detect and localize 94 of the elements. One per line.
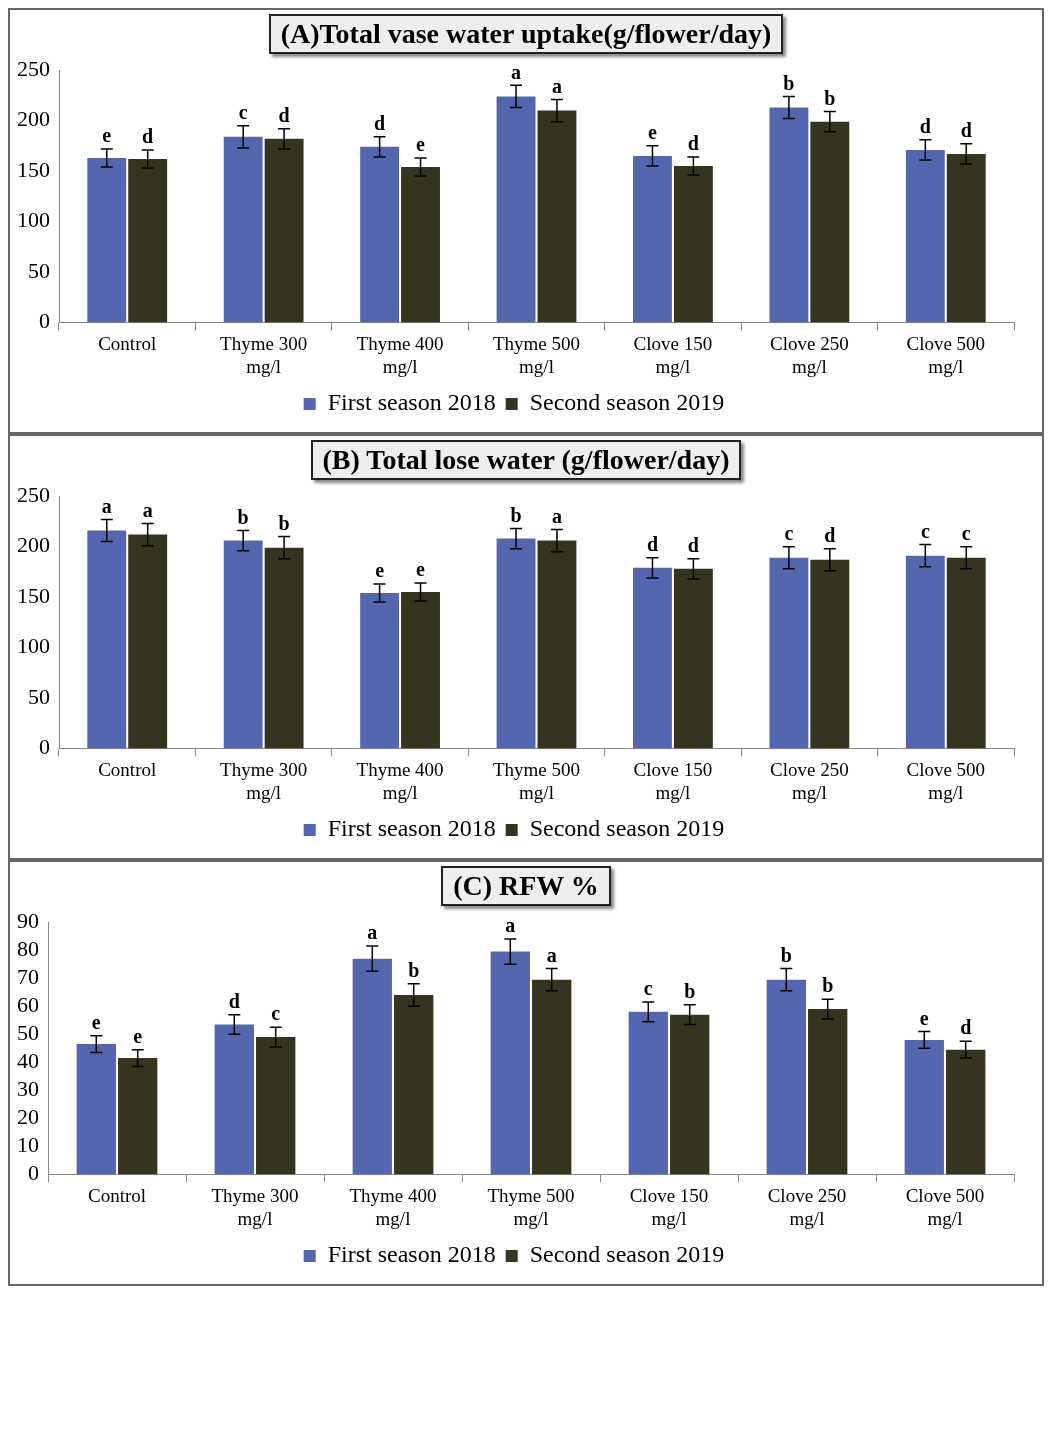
data-label: d xyxy=(374,111,386,134)
y-tick-label: 60 xyxy=(17,992,39,1018)
x-tick-label: Thyme 400 mg/l xyxy=(349,1184,437,1229)
data-label: a xyxy=(551,74,562,97)
x-tick-label: Clove 500 mg/l xyxy=(906,332,986,377)
x-tick-label: Clove 250 mg/l xyxy=(770,332,849,377)
x-tick-label: Clove 250 mg/l xyxy=(770,758,849,803)
y-tick-label: 100 xyxy=(17,633,50,659)
x-tick-label: Clove 150 mg/l xyxy=(633,758,713,803)
data-label: a xyxy=(142,498,153,521)
x-tick-label: Clove 500 mg/l xyxy=(905,1184,985,1229)
y-tick-label: 90 xyxy=(17,907,39,933)
data-label: d xyxy=(278,103,290,126)
data-label: d xyxy=(646,532,659,555)
legend-label: First season 2018 xyxy=(327,815,496,842)
y-tick-label: 0 xyxy=(28,1160,39,1186)
data-label: e xyxy=(919,1006,929,1029)
data-label: a xyxy=(505,914,516,937)
data-label: d xyxy=(142,125,154,148)
legend-label: Second season 2019 xyxy=(529,1241,725,1268)
x-tick-label: Clove 500 mg/l xyxy=(906,758,986,803)
data-label: e xyxy=(648,121,658,144)
y-tick-label: 150 xyxy=(17,582,50,608)
data-label: d xyxy=(824,523,836,546)
data-label: a xyxy=(551,504,562,527)
chart-title: (C) RFW % xyxy=(441,866,611,906)
data-label: d xyxy=(919,114,931,137)
data-label: d xyxy=(228,989,240,1012)
y-tick-label: 150 xyxy=(17,156,50,182)
data-label: d xyxy=(687,533,699,556)
data-label: d xyxy=(687,132,699,155)
y-tick-label: 40 xyxy=(17,1048,39,1074)
data-label: c xyxy=(961,521,971,544)
data-label: e xyxy=(102,124,112,147)
y-tick-label: 80 xyxy=(17,936,39,961)
y-tick-label: 250 xyxy=(17,55,50,81)
data-label: c xyxy=(271,1002,281,1025)
data-label: b xyxy=(822,974,834,997)
data-label: e xyxy=(91,1010,101,1033)
x-tick-label: Thyme 400 mg/l xyxy=(356,332,444,377)
legend-label: First season 2018 xyxy=(327,1241,496,1268)
data-label: b xyxy=(237,505,249,528)
x-tick-label: Clove 150 mg/l xyxy=(629,1184,709,1229)
x-tick-label: Thyme 500 mg/l xyxy=(487,1184,575,1229)
data-label: d xyxy=(960,1016,972,1039)
legend-label: First season 2018 xyxy=(327,389,496,416)
data-label: c xyxy=(920,519,930,542)
data-label: b xyxy=(780,943,792,966)
x-tick-label: Clove 150 mg/l xyxy=(633,332,713,377)
y-tick-label: 50 xyxy=(17,1020,39,1046)
y-tick-label: 10 xyxy=(17,1132,39,1158)
legend-label: Second season 2019 xyxy=(529,389,725,416)
y-tick-label: 200 xyxy=(17,106,50,132)
x-tick-label: Control xyxy=(98,758,157,780)
x-tick-label: Thyme 300 mg/l xyxy=(220,758,308,803)
chart-title: (B) Total lose water (g/flower/day) xyxy=(310,440,742,480)
data-label: b xyxy=(510,503,522,526)
x-tick-label: Thyme 400 mg/l xyxy=(356,758,444,803)
x-tick-label: Control xyxy=(87,1184,147,1206)
x-tick-label: Thyme 500 mg/l xyxy=(492,758,581,803)
x-tick-label: Clove 250 mg/l xyxy=(767,1184,847,1229)
data-label: a xyxy=(511,60,522,83)
data-label: b xyxy=(824,86,836,109)
data-label: e xyxy=(416,558,426,581)
y-tick-label: 250 xyxy=(17,481,50,507)
chart-title: (A)Total vase water uptake(g/flower/day) xyxy=(268,14,784,54)
data-label: c xyxy=(643,977,653,1000)
data-label: b xyxy=(684,980,696,1003)
x-tick-label: Control xyxy=(98,332,157,354)
data-label: b xyxy=(278,511,290,534)
y-tick-label: 0 xyxy=(39,734,50,760)
data-label: a xyxy=(367,921,378,944)
x-tick-label: Thyme 300 mg/l xyxy=(220,332,308,377)
y-tick-label: 30 xyxy=(17,1076,39,1102)
y-tick-label: 100 xyxy=(17,207,50,233)
data-label: c xyxy=(238,100,248,123)
y-tick-label: 20 xyxy=(17,1104,39,1130)
data-label: c xyxy=(784,521,794,544)
data-label: a xyxy=(101,494,112,517)
y-tick-label: 50 xyxy=(28,257,50,283)
legend-label: Second season 2019 xyxy=(529,815,725,842)
y-tick-label: 200 xyxy=(17,532,50,558)
data-label: e xyxy=(375,559,385,582)
x-tick-label: Thyme 300 mg/l xyxy=(211,1184,299,1229)
data-label: b xyxy=(408,959,420,982)
data-label: e xyxy=(133,1024,143,1047)
y-tick-label: 70 xyxy=(17,964,39,990)
data-label: b xyxy=(783,71,795,94)
data-label: a xyxy=(546,943,557,966)
x-tick-label: Thyme 500 mg/l xyxy=(492,332,581,377)
y-tick-label: 0 xyxy=(39,308,50,334)
data-label: e xyxy=(416,133,426,156)
y-tick-label: 50 xyxy=(28,683,50,709)
data-label: d xyxy=(960,119,972,142)
